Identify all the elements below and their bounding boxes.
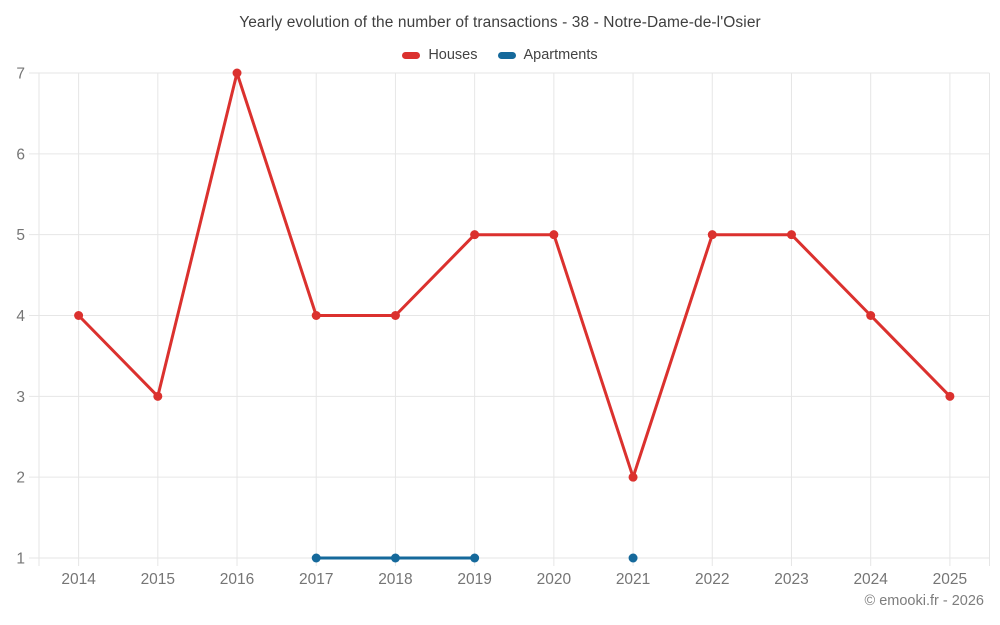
y-axis-labels: 1 2 3 4 5 6 7 — [16, 66, 25, 568]
y-tick-label: 4 — [16, 308, 25, 325]
houses-point-2021[interactable] — [628, 472, 638, 482]
x-tick-label: 2015 — [141, 571, 175, 588]
x-tick-label: 2014 — [61, 571, 96, 588]
y-tick-label: 1 — [16, 551, 25, 568]
x-tick-label: 2020 — [537, 571, 572, 588]
y-tick-label: 3 — [16, 389, 25, 406]
apartments-point-2018[interactable] — [390, 553, 400, 563]
houses-line — [77, 71, 951, 479]
apartments-swatch-icon — [497, 51, 516, 59]
apartments-point-2021[interactable] — [628, 553, 638, 563]
houses-point-2017[interactable] — [311, 311, 321, 320]
y-tick-label: 2 — [16, 470, 25, 487]
gridlines — [29, 72, 990, 566]
copyright-watermark: © emooki.fr - 2026 — [864, 593, 984, 609]
y-tick-label: 5 — [16, 227, 25, 244]
houses-swatch-icon — [402, 51, 421, 59]
houses-series — [74, 68, 955, 482]
houses-point-2020[interactable] — [549, 230, 559, 240]
legend: Houses Apartments — [0, 46, 1000, 64]
x-tick-label: 2024 — [853, 571, 888, 588]
x-tick-label: 2017 — [299, 571, 333, 588]
x-tick-label: 2021 — [616, 571, 650, 588]
houses-point-2018[interactable] — [390, 311, 400, 320]
legend-label-houses: Houses — [428, 47, 478, 63]
houses-point-2024[interactable] — [866, 311, 876, 320]
houses-point-2025[interactable] — [945, 391, 955, 401]
houses-point-2015[interactable] — [153, 391, 163, 401]
legend-item-houses[interactable]: Houses — [402, 47, 478, 63]
houses-point-2022[interactable] — [707, 230, 717, 240]
x-tick-label: 2025 — [933, 571, 967, 588]
y-tick-label: 7 — [16, 66, 25, 83]
chart-title: Yearly evolution of the number of transa… — [239, 14, 761, 31]
houses-point-2016[interactable] — [232, 68, 242, 78]
x-tick-label: 2023 — [774, 571, 808, 588]
houses-point-2019[interactable] — [470, 230, 480, 240]
x-tick-label: 2019 — [457, 571, 491, 588]
x-tick-label: 2022 — [695, 571, 729, 588]
apartments-series — [311, 553, 638, 563]
apartments-point-2017[interactable] — [311, 553, 321, 563]
x-tick-label: 2018 — [378, 571, 412, 588]
y-tick-label: 6 — [16, 146, 25, 163]
legend-label-apartments: Apartments — [523, 47, 598, 63]
apartments-point-2019[interactable] — [470, 553, 480, 563]
x-tick-label: 2016 — [220, 571, 254, 588]
legend-item-apartments[interactable]: Apartments — [497, 47, 598, 63]
houses-point-2023[interactable] — [786, 230, 796, 240]
x-axis-labels: 2014 2015 2016 2017 2018 2019 2020 2021 2022 2023… — [61, 571, 967, 588]
houses-point-2014[interactable] — [74, 311, 84, 320]
